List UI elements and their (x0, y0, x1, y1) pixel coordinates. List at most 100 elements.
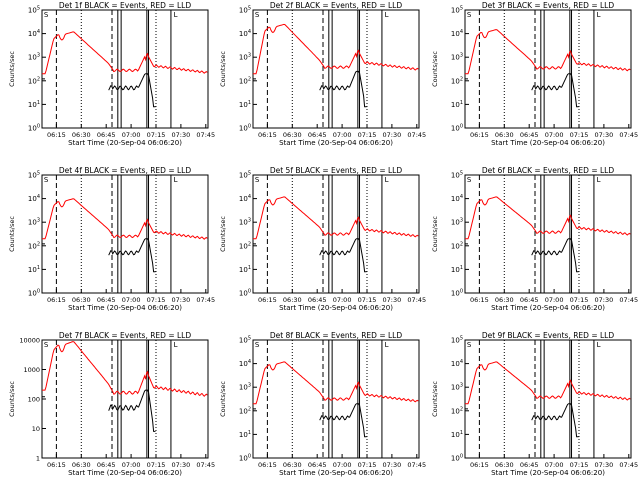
top-marker-label-l: L (385, 11, 389, 19)
top-marker-label-l: L (174, 341, 178, 349)
y-tick-label: 103 (451, 383, 463, 392)
x-tick-label: 07:00 (545, 461, 564, 469)
y-tick-label: 103 (239, 53, 251, 62)
x-tick-label: 06:30 (72, 296, 91, 304)
y-tick-label: 102 (28, 76, 40, 85)
y-tick-label: 102 (239, 406, 251, 415)
events-series-line (465, 238, 579, 273)
y-tick-label: 104 (239, 194, 251, 203)
x-tick-label: 07:00 (333, 461, 352, 469)
chart-title: Det 4f BLACK = Events, RED = LLD (59, 166, 192, 175)
chart-title: Det 7f BLACK = Events, RED = LLD (59, 331, 192, 340)
y-tick-label: 105 (28, 6, 40, 15)
y-tick-label: 100 (239, 454, 251, 463)
top-marker-label-l: L (174, 11, 178, 19)
y-axis-label: Counts/sec (431, 216, 439, 252)
x-tick-label: 07:30 (383, 461, 402, 469)
x-tick-label: 07:30 (383, 131, 402, 139)
y-tick-label: 104 (239, 29, 251, 38)
y-tick-label: 101 (451, 430, 463, 439)
x-axis-label: Start Time (20-Sep-04 06:06:20) (491, 304, 605, 312)
y-tick-label: 105 (451, 6, 463, 15)
y-tick-label: 101 (239, 430, 251, 439)
x-tick-label: 06:15 (47, 296, 66, 304)
events-series-line (42, 73, 156, 108)
y-tick-label: 100 (28, 124, 40, 133)
y-tick-label: 102 (28, 241, 40, 250)
lld-series-line (253, 361, 419, 405)
y-axis-label: Counts/sec (219, 216, 227, 252)
lld-series-line (42, 341, 208, 397)
x-tick-label: 06:45 (520, 296, 539, 304)
plot-frame (464, 9, 632, 129)
events-series-line (253, 403, 367, 438)
x-tick-label: 07:15 (570, 131, 589, 139)
x-tick-label: 07:15 (570, 296, 589, 304)
y-tick-label: 101 (28, 100, 40, 109)
lld-series-line (253, 196, 419, 240)
x-tick-label: 06:15 (258, 131, 277, 139)
x-tick-label: 07:00 (122, 461, 141, 469)
x-tick-label: 07:45 (619, 296, 638, 304)
x-tick-label: 07:30 (595, 461, 614, 469)
x-tick-label: 07:15 (358, 131, 377, 139)
x-axis-label: Start Time (20-Sep-04 06:06:20) (68, 139, 182, 147)
y-tick-label: 103 (239, 383, 251, 392)
y-tick-label: 101 (239, 265, 251, 274)
x-tick-label: 07:30 (595, 131, 614, 139)
x-axis-label: Start Time (20-Sep-04 06:06:20) (279, 304, 393, 312)
y-tick-label: 101 (451, 265, 463, 274)
y-tick-label: 100 (28, 396, 40, 404)
top-marker-label-s: S (467, 11, 472, 19)
events-series-line (42, 238, 156, 273)
y-tick-label: 101 (239, 100, 251, 109)
x-tick-label: 07:00 (122, 296, 141, 304)
y-tick-label: 100 (451, 289, 463, 298)
x-tick-label: 06:45 (308, 296, 327, 304)
y-tick-label: 104 (451, 194, 463, 203)
x-tick-label: 06:45 (520, 131, 539, 139)
y-tick-label: 100 (239, 289, 251, 298)
x-tick-label: 07:00 (122, 131, 141, 139)
chart-title: Det 5f BLACK = Events, RED = LLD (270, 166, 403, 175)
plot-frame (464, 174, 632, 294)
lld-series-line (465, 29, 631, 75)
x-tick-label: 06:30 (495, 296, 514, 304)
events-series-line (253, 238, 367, 273)
lld-series-line (42, 198, 208, 240)
x-tick-label: 06:30 (495, 131, 514, 139)
lld-series-line (465, 196, 631, 240)
events-series-line (42, 389, 156, 432)
top-marker-label-s: S (255, 176, 260, 184)
y-tick-label: 104 (239, 359, 251, 368)
y-tick-label: 105 (239, 6, 251, 15)
x-tick-label: 07:30 (172, 461, 191, 469)
y-tick-label: 102 (239, 241, 251, 250)
x-tick-label: 07:15 (147, 296, 166, 304)
x-tick-label: 06:15 (470, 131, 489, 139)
y-tick-label: 103 (451, 53, 463, 62)
events-series-line (253, 70, 367, 108)
x-axis-label: Start Time (20-Sep-04 06:06:20) (279, 139, 393, 147)
x-tick-label: 07:45 (619, 461, 638, 469)
x-tick-label: 07:45 (619, 131, 638, 139)
top-marker-label-s: S (255, 11, 260, 19)
x-tick-label: 07:45 (196, 131, 215, 139)
plot-frame (252, 174, 420, 294)
x-tick-label: 07:00 (333, 296, 352, 304)
x-tick-label: 06:15 (258, 461, 277, 469)
top-marker-label-s: S (467, 341, 472, 349)
y-tick-label: 100 (451, 124, 463, 133)
x-tick-label: 06:15 (470, 296, 489, 304)
chart-title: Det 8f BLACK = Events, RED = LLD (270, 331, 403, 340)
x-axis-label: Start Time (20-Sep-04 06:06:20) (279, 469, 393, 477)
x-tick-label: 07:30 (383, 296, 402, 304)
x-axis-label: Start Time (20-Sep-04 06:06:20) (68, 304, 182, 312)
y-tick-label: 102 (451, 76, 463, 85)
y-tick-label: 1 (36, 455, 40, 463)
lld-series-line (465, 361, 631, 405)
x-tick-label: 06:15 (47, 461, 66, 469)
x-tick-label: 07:45 (196, 461, 215, 469)
y-tick-label: 103 (239, 218, 251, 227)
